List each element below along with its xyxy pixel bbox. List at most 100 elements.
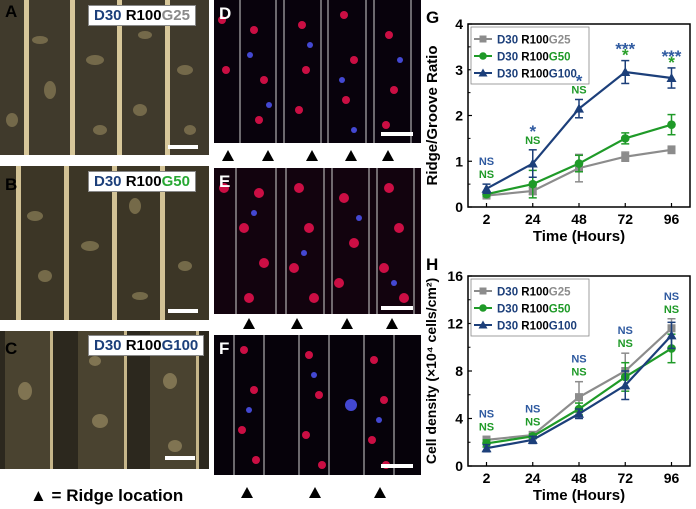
y-tick-label: 3 [455, 62, 463, 78]
x-tick-label: 24 [525, 211, 541, 227]
legend-label-g25: D30 R100G25 [497, 287, 571, 299]
legend-marker-g25 [479, 287, 487, 295]
legend-marker-g100 [478, 320, 488, 329]
micrograph-f [214, 335, 421, 475]
x-tick-label: 2 [483, 470, 491, 486]
data-point-g100 [620, 67, 631, 77]
scale-bar-f [381, 464, 413, 468]
panel-b-label-g: G50 [161, 173, 190, 190]
legend-marker-g25 [479, 35, 487, 43]
significance-label-g100: *** [615, 40, 635, 59]
significance-label-g50: * [622, 46, 629, 65]
legend-label-g50: D30 R100G50 [497, 304, 571, 316]
scale-bar-c [165, 456, 195, 460]
data-point-g100 [574, 408, 584, 418]
micrograph-f-texture [214, 335, 421, 475]
x-tick-label: 72 [617, 211, 633, 227]
chart-ridge-groove-ratio: 0 1 2 3 4 2 24 48 72 96 Time (Hours) Ridge/Groove R… [426, 16, 691, 245]
ridge-marker [382, 150, 394, 161]
significance-label-g100: NS [479, 408, 494, 420]
panel-a-label-d: D30 [94, 7, 122, 24]
ridge-marker [241, 487, 253, 498]
data-point-g100 [527, 434, 538, 444]
panel-letter-g: G [426, 8, 440, 27]
x-tick-label: 48 [571, 470, 587, 486]
ridge-marker [374, 487, 386, 498]
panel-a-label-r: R100 [125, 7, 162, 24]
y-tick-label: 8 [455, 363, 463, 379]
data-point-g100 [666, 72, 677, 82]
x-tick-label: 96 [664, 470, 680, 486]
significance-label-g100: NS [525, 404, 540, 416]
data-point-g100 [481, 443, 492, 453]
panel-a-label: D30 R100G25 [88, 5, 196, 26]
y-tick-label: 0 [455, 199, 463, 215]
x-tick-label: 48 [571, 211, 587, 227]
data-point-g50 [667, 120, 676, 129]
significance-label-g100: NS [664, 291, 679, 303]
ridge-marker [386, 318, 398, 329]
data-point-g100 [481, 183, 492, 193]
legend-label-g25: D30 R100G25 [497, 35, 571, 47]
scale-bar-b [168, 309, 198, 313]
legend-marker-g50 [479, 304, 487, 312]
legend-label-g50: D30 R100G50 [497, 52, 571, 64]
significance-label-g50: NS [525, 417, 540, 429]
micrograph-e [214, 168, 421, 314]
data-point-g100 [574, 103, 584, 113]
y-tick-label: 12 [447, 316, 463, 332]
panel-c-label: D30 R100G100 [88, 335, 205, 356]
panel-b-label: D30 R100G50 [88, 171, 196, 192]
x-axis-label: Time (Hours) [533, 487, 625, 504]
panel-letter-c: C [5, 339, 18, 358]
ridge-marker [341, 318, 353, 329]
micrograph-d [214, 0, 421, 143]
x-tick-label: 72 [617, 470, 633, 486]
panel-letter-h: H [426, 255, 439, 274]
panel-c-label-r: R100 [125, 337, 162, 354]
data-point-g100 [666, 330, 677, 340]
ridge-marker [345, 150, 357, 161]
data-point-g50 [528, 179, 538, 189]
data-point-g100 [620, 380, 631, 390]
data-point-g50 [620, 134, 630, 143]
significance-label-g50: NS [571, 84, 586, 96]
ridge-location-key: ▲ = Ridge location [30, 486, 184, 505]
scale-bar-a [168, 145, 198, 149]
x-tick-label: 24 [525, 470, 541, 486]
data-point-g25 [621, 152, 630, 161]
significance-label-g100: NS [479, 156, 494, 168]
y-tick-label: 16 [447, 268, 463, 284]
legend-marker-g50 [479, 52, 487, 60]
scale-bar-e [381, 306, 413, 310]
micrograph-d-texture [214, 0, 421, 143]
ridge-marker [291, 318, 303, 329]
ridge-marker [309, 487, 321, 498]
y-tick-label: 2 [455, 108, 463, 124]
panel-c-label-g: G100 [161, 337, 199, 354]
data-point-g25 [575, 393, 583, 402]
significance-label-g100: *** [662, 47, 682, 66]
y-axis-label: Cell density (×10⁴ cells/cm²) [426, 278, 439, 464]
y-tick-label: 0 [455, 458, 463, 474]
legend-marker-g100 [478, 68, 488, 77]
significance-label-g50: NS [479, 169, 494, 181]
significance-label-g50: NS [479, 421, 494, 433]
y-tick-label: 1 [455, 153, 463, 169]
data-point-g100 [527, 158, 538, 168]
ridge-marker [306, 150, 318, 161]
panel-letter-b: B [5, 175, 18, 194]
significance-label-g100: NS [618, 325, 633, 337]
panel-letter-e: E [219, 172, 231, 191]
x-axis-label: Time (Hours) [533, 228, 625, 245]
ridge-marker [222, 150, 234, 161]
scale-bar-d [381, 132, 413, 136]
significance-label-g50: NS [571, 367, 586, 379]
panel-letter-f: F [219, 339, 230, 358]
panel-c-label-d: D30 [94, 337, 122, 354]
panel-letter-d: D [219, 4, 232, 23]
legend-label-g100: D30 R100G100 [497, 69, 577, 81]
panel-b-label-d: D30 [94, 173, 122, 190]
y-tick-label: 4 [455, 16, 463, 32]
